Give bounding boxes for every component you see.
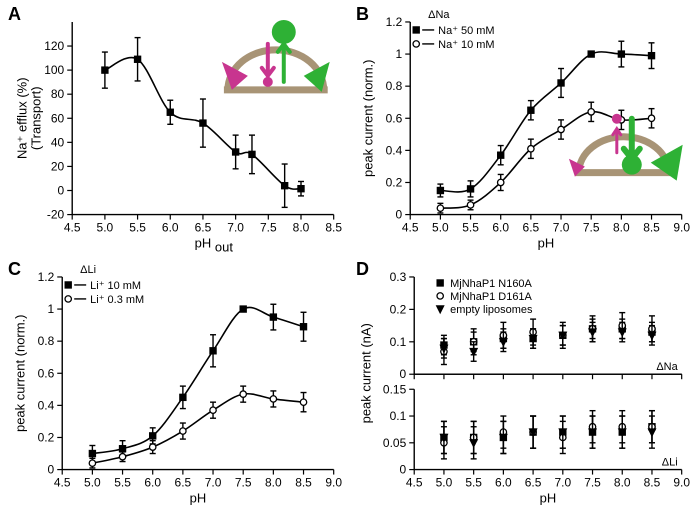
svg-text:0: 0: [400, 462, 407, 476]
svg-text:1: 1: [48, 302, 55, 316]
svg-text:4.5: 4.5: [406, 475, 423, 489]
svg-text:6.0: 6.0: [144, 475, 161, 489]
svg-text:8.0: 8.0: [265, 475, 282, 489]
svg-text:4.5: 4.5: [64, 221, 81, 235]
svg-text:0.4: 0.4: [38, 398, 55, 412]
svg-text:60: 60: [51, 111, 65, 125]
svg-text:5.5: 5.5: [465, 475, 482, 489]
svg-text:0: 0: [58, 183, 65, 197]
svg-text:6.5: 6.5: [523, 221, 540, 235]
svg-text:0.1: 0.1: [390, 334, 407, 348]
panel-a: A 4.55.05.56.06.57.07.58.08.5-2002040608…: [6, 4, 346, 255]
svg-text:9.0: 9.0: [673, 475, 690, 489]
svg-text:4.5: 4.5: [54, 475, 71, 489]
svg-text:1.2: 1.2: [386, 15, 403, 29]
svg-text:0.15: 0.15: [383, 382, 407, 396]
svg-text:ΔLi: ΔLi: [80, 263, 96, 275]
svg-text:0.4: 0.4: [386, 143, 403, 157]
svg-text:empty liposomes: empty liposomes: [450, 303, 533, 315]
svg-text:0: 0: [396, 208, 403, 222]
svg-text:120: 120: [44, 39, 64, 53]
svg-text:20: 20: [51, 159, 65, 173]
svg-text:6.5: 6.5: [195, 221, 212, 235]
svg-text:1.2: 1.2: [38, 269, 55, 283]
svg-text:out: out: [215, 240, 233, 255]
svg-text:80: 80: [51, 87, 65, 101]
svg-text:9.0: 9.0: [673, 221, 690, 235]
svg-text:5.5: 5.5: [129, 221, 146, 235]
svg-text:Na⁺ efflux (%): Na⁺ efflux (%): [14, 77, 29, 159]
svg-text:ΔNa: ΔNa: [656, 361, 678, 373]
svg-text:pH: pH: [540, 490, 557, 505]
svg-text:8.5: 8.5: [644, 475, 661, 489]
svg-text:peak current (norm.): peak current (norm.): [360, 60, 375, 177]
svg-text:8.5: 8.5: [325, 221, 342, 235]
svg-text:peak current (nA): peak current (nA): [358, 323, 373, 423]
svg-text:8.5: 8.5: [295, 475, 312, 489]
svg-text:7.5: 7.5: [584, 475, 601, 489]
svg-text:8.0: 8.0: [614, 475, 631, 489]
svg-text:MjNhaP1 N160A: MjNhaP1 N160A: [450, 277, 532, 289]
svg-text:7.5: 7.5: [260, 221, 277, 235]
svg-text:8.0: 8.0: [293, 221, 310, 235]
svg-text:7.5: 7.5: [583, 221, 600, 235]
svg-text:0.3: 0.3: [390, 269, 407, 283]
svg-text:0.2: 0.2: [390, 302, 407, 316]
panel-c: C 4.55.05.56.06.57.07.58.08.59.000.20.40…: [6, 259, 346, 510]
svg-text:7.0: 7.0: [553, 221, 570, 235]
svg-text:0.1: 0.1: [390, 409, 407, 423]
svg-text:8.5: 8.5: [643, 221, 660, 235]
svg-text:6.0: 6.0: [492, 221, 509, 235]
svg-text:6.5: 6.5: [525, 475, 542, 489]
svg-text:8.0: 8.0: [613, 221, 630, 235]
svg-text:(Transport): (Transport): [28, 86, 43, 150]
svg-text:1: 1: [396, 47, 403, 61]
svg-text:0.2: 0.2: [38, 430, 55, 444]
svg-text:pH: pH: [190, 490, 207, 505]
svg-text:pH: pH: [195, 236, 212, 251]
svg-text:6.5: 6.5: [175, 475, 192, 489]
svg-text:6.0: 6.0: [162, 221, 179, 235]
svg-text:-20: -20: [47, 208, 65, 222]
svg-text:5.0: 5.0: [432, 221, 449, 235]
panel-d: D 00.10.20.3ΔNaMjNhaP1 N160AMjNhaP1 D161…: [354, 259, 694, 510]
svg-text:Na⁺ 10 mM: Na⁺ 10 mM: [438, 39, 494, 51]
svg-text:0.8: 0.8: [38, 334, 55, 348]
svg-text:0: 0: [400, 367, 407, 381]
svg-text:Na⁺ 50 mM: Na⁺ 50 mM: [438, 25, 494, 37]
svg-text:0.6: 0.6: [38, 366, 55, 380]
svg-text:0: 0: [48, 462, 55, 476]
svg-text:peak current (norm.): peak current (norm.): [12, 314, 27, 431]
svg-text:0.8: 0.8: [386, 79, 403, 93]
svg-text:5.0: 5.0: [84, 475, 101, 489]
svg-text:5.0: 5.0: [436, 475, 453, 489]
svg-text:0.2: 0.2: [386, 175, 403, 189]
svg-text:pH: pH: [538, 236, 555, 251]
svg-text:7.0: 7.0: [227, 221, 244, 235]
svg-text:9.0: 9.0: [325, 475, 342, 489]
svg-text:40: 40: [51, 135, 65, 149]
svg-text:7.0: 7.0: [554, 475, 571, 489]
svg-text:7.5: 7.5: [235, 475, 252, 489]
svg-text:5.5: 5.5: [462, 221, 479, 235]
svg-text:6.0: 6.0: [495, 475, 512, 489]
svg-text:Li⁺ 0.3 mM: Li⁺ 0.3 mM: [90, 293, 144, 305]
svg-text:MjNhaP1 D161A: MjNhaP1 D161A: [450, 290, 532, 302]
svg-text:Li⁺ 10 mM: Li⁺ 10 mM: [90, 279, 141, 291]
panel-b: B 4.55.05.56.06.57.07.58.08.59.000.20.40…: [354, 4, 694, 255]
svg-text:ΔNa: ΔNa: [428, 9, 450, 21]
svg-text:7.0: 7.0: [205, 475, 222, 489]
svg-text:ΔLi: ΔLi: [662, 456, 678, 468]
svg-text:5.5: 5.5: [114, 475, 131, 489]
svg-text:4.5: 4.5: [402, 221, 419, 235]
svg-text:100: 100: [44, 63, 64, 77]
svg-text:0.05: 0.05: [383, 435, 407, 449]
svg-text:5.0: 5.0: [97, 221, 114, 235]
svg-text:0.6: 0.6: [386, 111, 403, 125]
